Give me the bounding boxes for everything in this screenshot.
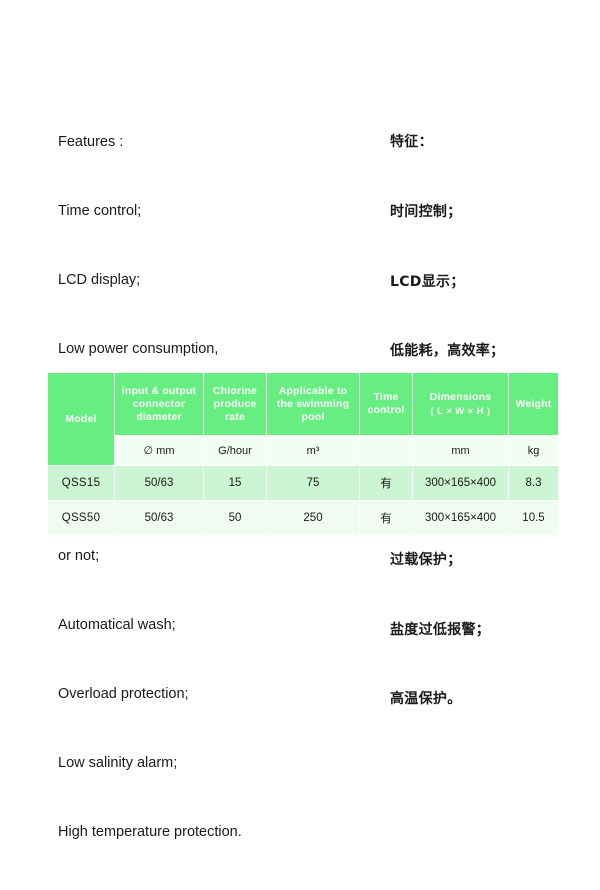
features-en-line: Low power consumption,: [58, 341, 219, 357]
cell-weight: 8.3: [509, 466, 558, 500]
features-zh-line: 过载保护；: [390, 552, 462, 569]
features-zh-line: 低能耗，高效率；: [390, 343, 505, 360]
cell-pool-volume: 250: [267, 501, 359, 535]
features-en-line: Features :: [58, 134, 124, 150]
cell-time-control: 有: [360, 466, 412, 500]
cell-connector-diameter: 50/63: [115, 466, 203, 500]
features-en-line: Time control;: [58, 203, 142, 219]
cell-pool-volume: 75: [267, 466, 359, 500]
header-cell-dimensions: Dimensions ( L × W × H ): [413, 373, 508, 435]
cell-dimensions: 300×165×400: [413, 501, 508, 535]
header-dimensions-label: Dimensions: [429, 390, 492, 403]
features-en-line: Automatical wash;: [58, 617, 176, 633]
features-zh-line: 时间控制；: [390, 204, 462, 221]
unit-cell-dimensions: mm: [413, 436, 508, 465]
header-cell-model: Model: [48, 373, 114, 465]
cell-dimensions: 300×165×400: [413, 466, 508, 500]
table-units-row: ∅ mm G/hour m³ mm kg: [48, 436, 558, 465]
features-zh-line: 高温保护。: [390, 691, 462, 708]
header-cell-connector-diameter: input & output connector diameter: [115, 373, 203, 435]
cell-chlorine-rate: 15: [204, 466, 266, 500]
table-row: QSS50 50/63 50 250 有 300×165×400 10.5: [48, 501, 558, 535]
unit-cell-weight: kg: [509, 436, 558, 465]
cell-time-control: 有: [360, 501, 412, 535]
features-en-line: or not;: [58, 548, 100, 564]
features-zh-line: LCD显示；: [390, 273, 465, 290]
header-dimensions-sublabel: ( L × W × H ): [430, 405, 491, 417]
unit-cell-pool-volume: m³: [267, 436, 359, 465]
features-en-line: Overload protection;: [58, 686, 189, 702]
features-zh-line: 特征：: [390, 134, 433, 151]
table-row: QSS15 50/63 15 75 有 300×165×400 8.3: [48, 466, 558, 500]
header-cell-pool-volume: Applicable to the swimming pool: [267, 373, 359, 435]
cell-model: QSS15: [48, 466, 114, 500]
features-en-line: LCD display;: [58, 272, 141, 288]
spec-table: Model input & output connector diameter …: [47, 372, 559, 536]
features-en-line: High temperature protection.: [58, 824, 242, 840]
table-header-row: Model input & output connector diameter …: [48, 373, 558, 465]
cell-connector-diameter: 50/63: [115, 501, 203, 535]
cell-weight: 10.5: [509, 501, 558, 535]
header-cell-chlorine-rate: Chlorine produce rate: [204, 373, 266, 435]
header-cell-weight: Weight: [509, 373, 558, 435]
specification-table: Model input & output connector diameter …: [47, 372, 559, 536]
cell-model: QSS50: [48, 501, 114, 535]
cell-chlorine-rate: 50: [204, 501, 266, 535]
header-cell-time-control: Time control: [360, 373, 412, 435]
unit-cell-chlorine-rate: G/hour: [204, 436, 266, 465]
features-en-line: Low salinity alarm;: [58, 755, 178, 771]
unit-cell-time-control: [360, 436, 412, 465]
unit-cell-connector-diameter: ∅ mm: [115, 436, 203, 465]
features-zh-line: 盐度过低报警；: [390, 621, 491, 638]
